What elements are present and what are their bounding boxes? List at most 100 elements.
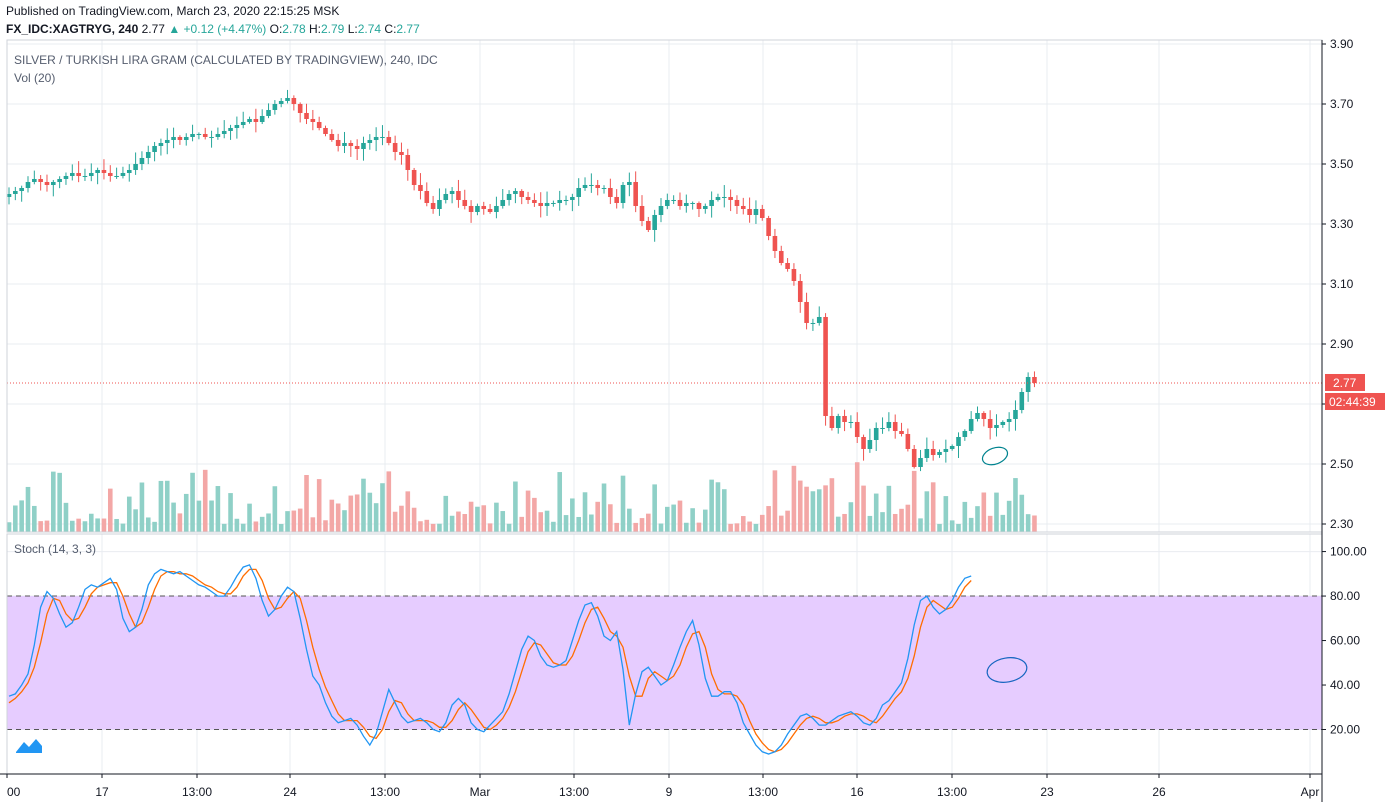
candle bbox=[221, 120, 227, 139]
candle-body bbox=[778, 250, 784, 263]
candle-body bbox=[152, 145, 157, 152]
candle-body bbox=[994, 424, 999, 428]
candle bbox=[842, 409, 847, 432]
candle-body bbox=[563, 199, 569, 201]
candle bbox=[665, 193, 670, 210]
candle bbox=[487, 204, 493, 214]
candle bbox=[259, 109, 265, 125]
candle bbox=[696, 201, 702, 217]
candle-body bbox=[57, 178, 62, 182]
candle bbox=[209, 130, 214, 148]
candle bbox=[899, 422, 904, 437]
candle bbox=[462, 189, 468, 210]
candle bbox=[1013, 400, 1018, 431]
volume-bar bbox=[209, 500, 214, 532]
candle bbox=[810, 318, 816, 331]
volume-bar bbox=[677, 500, 683, 532]
candle-body bbox=[582, 184, 588, 188]
candle bbox=[304, 103, 309, 125]
candle bbox=[342, 131, 347, 154]
volume-bar bbox=[791, 465, 797, 532]
volume-bar bbox=[804, 486, 809, 532]
volume-bar bbox=[1000, 514, 1006, 532]
candles[interactable] bbox=[6, 89, 1037, 472]
volume-bar bbox=[361, 478, 366, 532]
volume-bar bbox=[139, 482, 145, 532]
volume-bar bbox=[456, 511, 461, 532]
candle bbox=[861, 434, 866, 461]
candle-body bbox=[785, 262, 790, 269]
volume-bar bbox=[228, 493, 233, 532]
candle bbox=[424, 182, 430, 207]
candle-body bbox=[1019, 391, 1025, 410]
candle bbox=[589, 173, 594, 193]
volume-bar bbox=[101, 518, 107, 532]
volume-bar bbox=[690, 508, 695, 532]
volume-bar bbox=[152, 521, 157, 532]
volume-bar bbox=[766, 506, 771, 532]
candle bbox=[772, 228, 778, 259]
candle bbox=[652, 209, 657, 242]
volume-bar bbox=[854, 462, 860, 532]
volume-bar bbox=[658, 523, 664, 532]
annotation-circle-stoch bbox=[986, 657, 1028, 683]
stoch-tick-label: 40.00 bbox=[1330, 678, 1360, 692]
candle bbox=[835, 413, 841, 434]
volume-bar bbox=[956, 523, 961, 532]
candle bbox=[677, 192, 683, 210]
volume-bar bbox=[126, 496, 132, 532]
volume-bar bbox=[253, 521, 259, 532]
volume-bar bbox=[525, 490, 531, 532]
candle-body bbox=[253, 118, 259, 122]
candle-body bbox=[544, 202, 550, 206]
volume-bar bbox=[342, 510, 347, 532]
candle bbox=[44, 174, 50, 192]
volume-bar bbox=[70, 520, 75, 532]
time-tick-label: 00 bbox=[7, 785, 21, 799]
candle-body bbox=[924, 448, 930, 458]
volume-bar bbox=[513, 481, 518, 532]
candle bbox=[1032, 371, 1037, 388]
volume-bar bbox=[930, 482, 936, 532]
candle-body bbox=[766, 217, 771, 236]
time-tick-label: 17 bbox=[95, 785, 109, 799]
change-value: +0.12 (+4.47%) bbox=[183, 22, 267, 36]
candle bbox=[443, 188, 449, 204]
volume-bar bbox=[19, 500, 24, 532]
candle-body bbox=[791, 268, 797, 281]
candle-body bbox=[506, 193, 512, 200]
candle-body bbox=[873, 427, 879, 440]
candle bbox=[905, 428, 911, 452]
volume-bar bbox=[259, 516, 265, 532]
candle bbox=[475, 203, 480, 216]
candle-body bbox=[247, 118, 252, 122]
candle bbox=[405, 148, 411, 181]
volume-bar bbox=[734, 523, 740, 532]
price-tick-label: 3.70 bbox=[1330, 97, 1354, 111]
tradingview-logo-icon[interactable] bbox=[14, 734, 44, 756]
candle-body bbox=[709, 199, 714, 206]
volume-bar bbox=[13, 505, 18, 532]
close-value: 2.77 bbox=[396, 22, 420, 36]
candle-body bbox=[627, 181, 632, 185]
candle-body bbox=[721, 196, 727, 198]
candle-body bbox=[145, 151, 151, 158]
candle-body bbox=[190, 133, 195, 137]
candle bbox=[449, 187, 455, 204]
candle bbox=[76, 161, 81, 183]
candle bbox=[829, 406, 835, 431]
volume-bar bbox=[57, 472, 62, 532]
candle bbox=[13, 186, 18, 201]
candle bbox=[367, 134, 373, 150]
candle-body bbox=[854, 421, 860, 437]
candle bbox=[183, 133, 189, 146]
candle-body bbox=[285, 97, 290, 101]
candle-body bbox=[538, 202, 544, 206]
candle-body bbox=[551, 202, 556, 204]
volume-bar bbox=[183, 493, 189, 532]
candle-body bbox=[614, 196, 619, 203]
volume-bar bbox=[437, 523, 442, 532]
candle-body bbox=[690, 202, 695, 204]
volume-bar bbox=[418, 521, 423, 532]
